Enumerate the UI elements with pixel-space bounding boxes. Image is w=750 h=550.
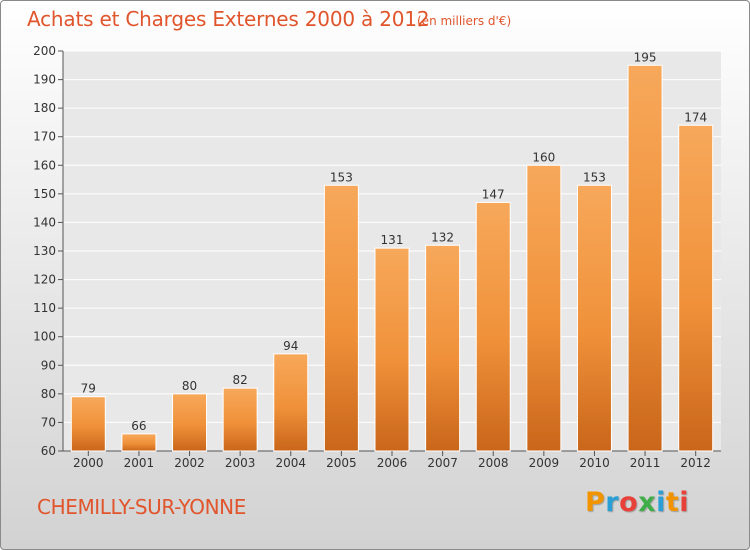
x-tick-label: 2002 [174, 456, 205, 470]
bar [475, 201, 511, 452]
bar [425, 244, 461, 452]
logo-letter: r [605, 487, 620, 518]
bar [172, 393, 208, 452]
y-tick-label: 190 [33, 73, 56, 87]
x-tick-label: 2008 [478, 456, 509, 470]
commune-name: CHEMILLY-SUR-YONNE [37, 495, 246, 519]
data-label: 160 [532, 150, 555, 164]
x-tick-label: 2007 [427, 456, 458, 470]
data-label: 132 [431, 230, 454, 244]
data-label: 195 [634, 50, 657, 64]
y-tick-label: 70 [41, 415, 56, 429]
bar [323, 184, 359, 452]
y-tick-label: 170 [33, 130, 56, 144]
bar [576, 184, 612, 452]
x-tick-label: 2003 [225, 456, 256, 470]
logo-letter: o [619, 487, 639, 518]
logo-letter: t [665, 487, 680, 518]
data-label: 153 [330, 170, 353, 184]
y-tick-label: 130 [33, 244, 56, 258]
data-label: 66 [131, 419, 146, 433]
logo-letter: i [679, 487, 690, 518]
y-tick-label: 120 [33, 273, 56, 287]
x-tick-label: 2005 [326, 456, 357, 470]
y-tick-label: 140 [33, 215, 56, 229]
x-tick-label: 2004 [275, 456, 306, 470]
chart-title: Achats et Charges Externes 2000 à 2012 [27, 7, 430, 31]
y-tick-label: 90 [41, 358, 56, 372]
x-tick-label: 2010 [579, 456, 610, 470]
bar [526, 164, 562, 452]
data-label: 94 [283, 339, 298, 353]
y-tick-label: 80 [41, 387, 56, 401]
y-tick-label: 110 [33, 301, 56, 315]
bar [70, 396, 106, 452]
x-tick-label: 2000 [73, 456, 104, 470]
bar [678, 124, 714, 452]
chart-subtitle: (en milliers d'€) [417, 14, 512, 28]
y-tick-label: 60 [41, 444, 56, 458]
bar [627, 64, 663, 452]
y-tick-label: 200 [33, 44, 56, 58]
data-label: 174 [684, 110, 707, 124]
data-label: 80 [182, 379, 197, 393]
bar [121, 433, 157, 452]
bar [273, 353, 309, 452]
x-tick-label: 2009 [529, 456, 560, 470]
x-tick-label: 2001 [124, 456, 155, 470]
bar [374, 247, 410, 452]
logo-letter: x [638, 487, 657, 518]
data-label: 153 [583, 170, 606, 184]
x-tick-label: 2006 [377, 456, 408, 470]
y-tick-label: 100 [33, 330, 56, 344]
x-tick-label: 2012 [680, 456, 711, 470]
proxiti-logo: Proxiti [585, 487, 689, 518]
data-label: 82 [233, 373, 248, 387]
x-tick-label: 2011 [630, 456, 661, 470]
data-label: 79 [81, 382, 96, 396]
y-tick-label: 180 [33, 101, 56, 115]
logo-letter: P [585, 487, 606, 518]
bar [222, 387, 258, 452]
y-tick-label: 150 [33, 187, 56, 201]
logo-letter: i [656, 487, 666, 518]
data-label: 131 [381, 233, 404, 247]
y-tick-label: 160 [33, 158, 56, 172]
data-label: 147 [482, 187, 505, 201]
